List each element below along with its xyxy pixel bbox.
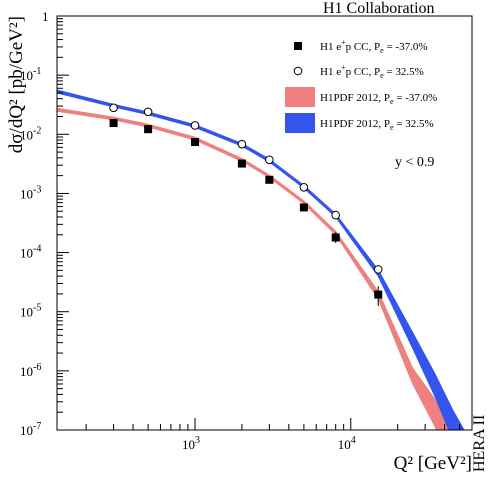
x-tick-label: 104 xyxy=(338,435,356,452)
data-points xyxy=(109,103,383,306)
legend-marker-square xyxy=(294,42,302,50)
legend: H1 e+p CC, Pe = -37.0% H1 e+p CC, Pe = 32… xyxy=(285,38,437,133)
legend-label: H1PDF 2012, Pe = 32.5% xyxy=(320,118,434,132)
point-neg_data xyxy=(191,138,200,147)
legend-swatch-neg_band xyxy=(285,87,315,107)
legend-label: H1 e+p CC, Pe = -37.0% xyxy=(320,38,427,55)
y-tick-label: 10-5 xyxy=(20,303,41,320)
theory-bands xyxy=(57,89,465,430)
y-tick-label: 10-1 xyxy=(20,66,41,83)
point-pos_data xyxy=(143,107,153,117)
point-pos_data xyxy=(190,121,200,130)
point-pos_data xyxy=(265,155,274,165)
point-neg_data xyxy=(144,125,153,134)
point-neg_data xyxy=(109,119,118,128)
x-axis-label: Q² [GeV²] xyxy=(394,453,472,474)
legend-marker-circle xyxy=(293,66,303,76)
plot-frame xyxy=(56,15,473,431)
legend-swatch-pos_band xyxy=(285,113,315,133)
point-pos_data xyxy=(331,210,340,220)
y-axis-label: dσ/dQ² [pb/GeV²] xyxy=(6,16,27,153)
collaboration-header: H1 Collaboration xyxy=(323,0,435,17)
point-pos_data xyxy=(299,182,309,192)
y-tick-label: 10-7 xyxy=(20,421,41,438)
tick-labels: 103 104 1 10-1 10-2 10-3 10-4 10-5 10-6 10-7 xyxy=(20,9,356,452)
x-axis-label-text: Q² [GeV²] xyxy=(394,453,472,474)
point-neg_data xyxy=(237,159,246,168)
point-neg_data xyxy=(331,233,340,242)
point-pos_data xyxy=(373,265,383,274)
band-pos_band xyxy=(57,89,465,430)
y-cut-annotation: y < 0.9 xyxy=(395,155,434,170)
legend-label: H1PDF 2012, Pe = -37.0% xyxy=(320,92,437,106)
y-axis-label-text: dσ/dQ² [pb/GeV²] xyxy=(6,16,27,153)
point-pos_data xyxy=(109,103,118,113)
hera-side-label: HERA II xyxy=(471,415,488,472)
y-tick-label: 10-2 xyxy=(20,125,41,142)
legend-label: H1 e+p CC, Pe = 32.5% xyxy=(320,63,424,80)
point-pos_data xyxy=(237,139,247,149)
x-tick-label: 103 xyxy=(182,435,200,452)
y-tick-label: 10-6 xyxy=(20,362,41,379)
y-tick-label: 10-4 xyxy=(20,244,41,261)
band-neg_band xyxy=(57,107,449,430)
axis-ticks xyxy=(57,15,473,431)
point-neg_data xyxy=(265,175,274,184)
y-tick-label: 1 xyxy=(42,9,49,24)
y-tick-label: 10-3 xyxy=(20,184,41,201)
point-neg_data xyxy=(374,290,383,299)
point-neg_data xyxy=(299,203,308,212)
